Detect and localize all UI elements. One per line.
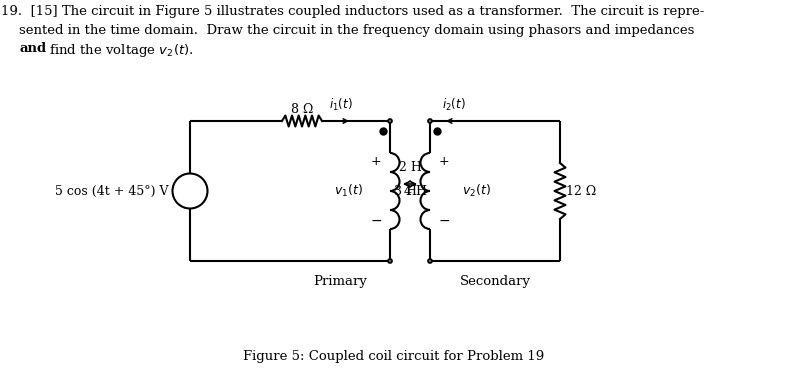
Text: $i_1(t)$: $i_1(t)$ [329,97,353,113]
Text: 3 H: 3 H [393,185,417,198]
Text: +: + [370,154,381,167]
Text: Primary: Primary [313,275,367,288]
Text: −: − [370,214,382,228]
Text: +: + [185,178,195,188]
Text: find the voltage $v_2(t)$.: find the voltage $v_2(t)$. [45,42,194,59]
Text: 4 H: 4 H [403,185,426,198]
Text: +: + [439,154,449,167]
Text: 12 Ω: 12 Ω [566,185,597,198]
Text: Secondary: Secondary [459,275,530,288]
Circle shape [388,119,392,123]
Circle shape [428,259,432,263]
Circle shape [428,119,432,123]
Text: 5 cos (4t + 45°) V: 5 cos (4t + 45°) V [55,185,169,198]
Text: 8 Ω: 8 Ω [291,103,313,116]
Text: $v_2(t)$: $v_2(t)$ [462,183,490,199]
Text: Figure 5: Coupled coil circuit for Problem 19: Figure 5: Coupled coil circuit for Probl… [243,350,545,363]
Text: −: − [438,214,450,228]
Text: sented in the time domain.  Draw the circuit in the frequency domain using phaso: sented in the time domain. Draw the circ… [19,23,695,36]
Text: $v_1(t)$: $v_1(t)$ [333,183,362,199]
Text: −: − [184,192,195,205]
Circle shape [388,259,392,263]
Text: and: and [19,42,46,55]
Text: 19.  [15] The circuit in Figure 5 illustrates coupled inductors used as a transf: 19. [15] The circuit in Figure 5 illustr… [2,5,704,18]
Text: 2 H: 2 H [399,161,422,174]
Circle shape [173,173,207,208]
Text: $i_2(t)$: $i_2(t)$ [442,97,466,113]
